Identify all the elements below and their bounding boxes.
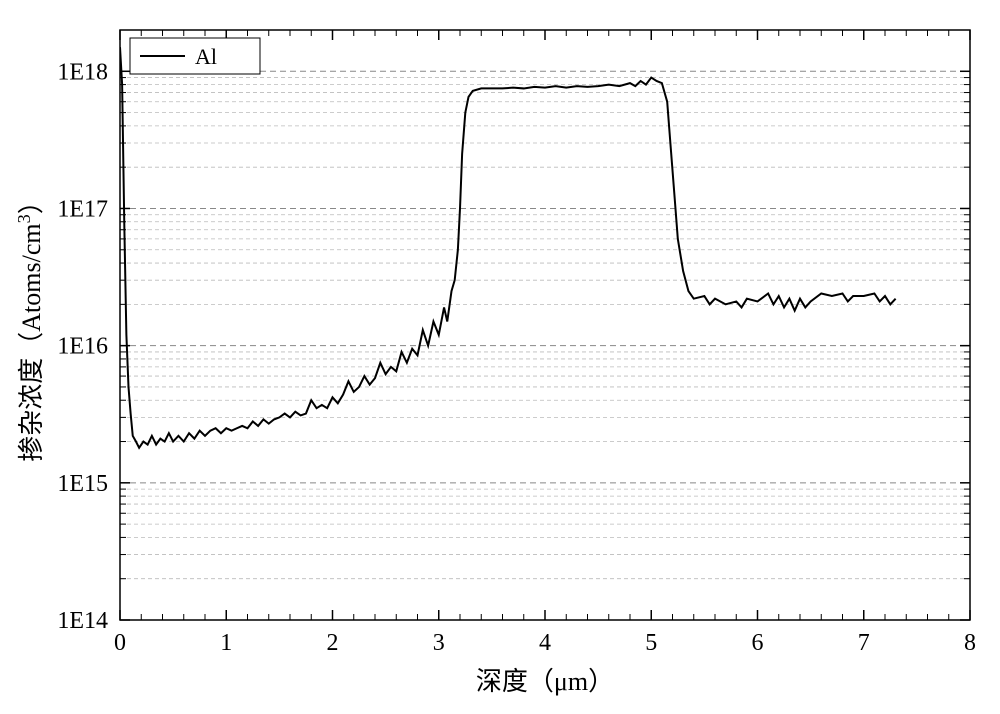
plot-border	[120, 30, 970, 620]
y-tick-label: 1E15	[57, 471, 108, 497]
depth-profile-chart: 0 1 2 3 4 5 6 7 8 1E14 1E15 1E16 1E17 1E18 深度（μm） 掺杂浓度（…	[0, 0, 1000, 714]
legend-label: Al	[195, 44, 217, 69]
x-axis-label: 深度（μm）	[476, 667, 614, 696]
x-tick-label: 3	[433, 630, 445, 656]
chart-container: 0 1 2 3 4 5 6 7 8 1E14 1E15 1E16 1E17 1E18 深度（μm） 掺杂浓度（…	[0, 0, 1000, 714]
y-tick-label: 1E16	[57, 334, 108, 360]
y-axis-label: 掺杂浓度（Atoms/cm3）	[14, 188, 46, 461]
x-tick-label: 4	[539, 630, 551, 656]
y-tick-label: 1E14	[57, 608, 108, 634]
x-tick-label: 1	[220, 630, 232, 656]
x-tick-label: 6	[752, 630, 764, 656]
y-tick-label: 1E17	[57, 196, 108, 222]
series-line-al	[120, 47, 896, 448]
x-tick-label: 5	[645, 630, 657, 656]
x-tick-label: 8	[964, 630, 976, 656]
y-tick-label: 1E18	[57, 59, 108, 85]
x-tick-label: 0	[114, 630, 126, 656]
x-tick-label: 7	[858, 630, 870, 656]
x-tick-label: 2	[327, 630, 339, 656]
